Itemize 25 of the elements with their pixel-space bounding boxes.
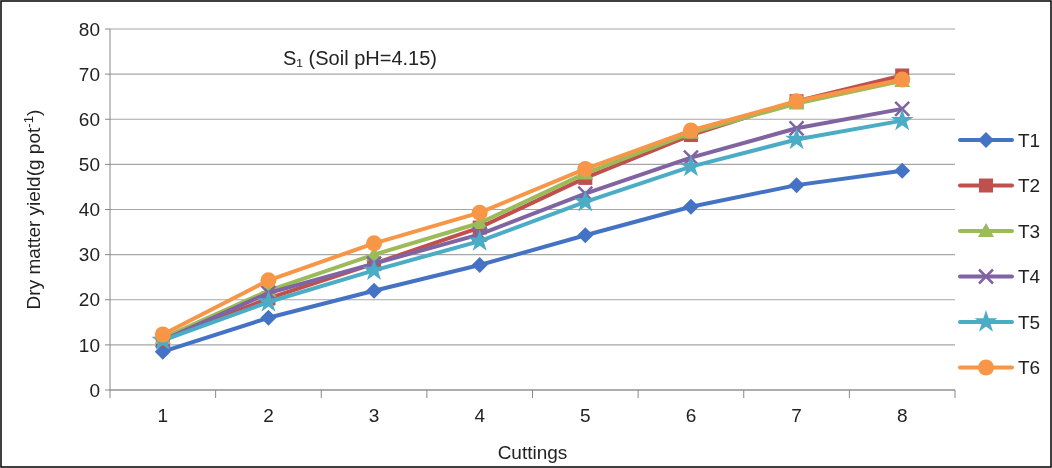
- legend-label: T2: [1018, 175, 1041, 197]
- x-tick-label: 4: [474, 405, 486, 426]
- x-axis-title: Cuttings: [497, 442, 568, 463]
- y-tick-label: 60: [78, 108, 100, 130]
- legend-label: T6: [1018, 357, 1041, 379]
- legend-label: T3: [1018, 220, 1041, 242]
- legend-label: T1: [1018, 129, 1041, 151]
- x-tick-label: 2: [263, 405, 274, 426]
- y-tick-label: 30: [78, 244, 100, 266]
- legend-label: T5: [1018, 311, 1041, 333]
- x-tick-label: 8: [896, 405, 908, 426]
- text: S₁ (Soil pH=4.15): [282, 47, 438, 69]
- y-tick-label: 0: [89, 379, 100, 401]
- y-tick-label: 10: [78, 334, 100, 356]
- x-tick-label: 5: [580, 405, 591, 426]
- x-tick-label: 7: [791, 405, 802, 426]
- y-tick-label: 50: [78, 154, 100, 176]
- legend-label: T4: [1018, 266, 1041, 288]
- x-tick-label: 1: [157, 405, 169, 426]
- y-tick-label: 20: [78, 289, 100, 311]
- x-tick-label: 6: [685, 405, 697, 426]
- y-tick-label: 40: [78, 199, 100, 221]
- y-tick-label: 70: [78, 63, 100, 85]
- x-tick-label: 3: [368, 405, 380, 426]
- y-tick-label: 80: [78, 18, 100, 40]
